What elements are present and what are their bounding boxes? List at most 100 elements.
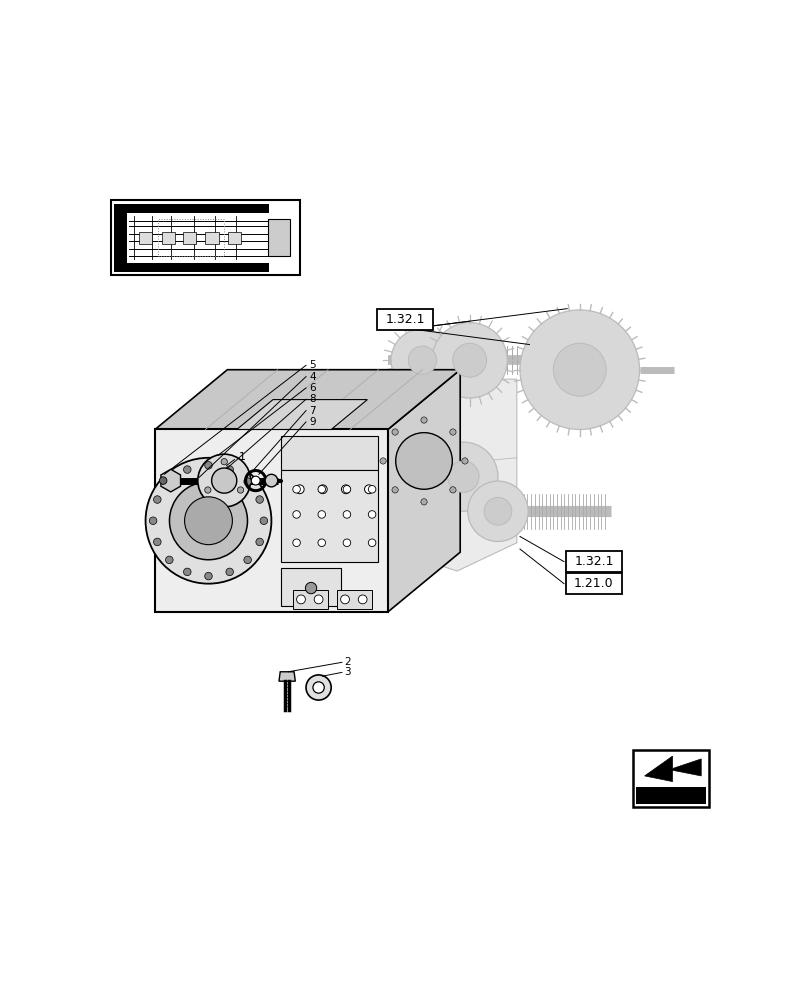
Circle shape	[452, 343, 486, 377]
Bar	[228, 232, 241, 244]
Circle shape	[198, 454, 251, 507]
Circle shape	[318, 485, 327, 494]
Circle shape	[364, 485, 373, 494]
Bar	[293, 590, 328, 609]
Polygon shape	[388, 370, 460, 612]
Circle shape	[159, 477, 167, 484]
Circle shape	[295, 485, 304, 494]
Circle shape	[358, 595, 367, 604]
Text: 1.32.1: 1.32.1	[385, 313, 424, 326]
Circle shape	[184, 497, 232, 545]
FancyBboxPatch shape	[376, 309, 432, 330]
Circle shape	[314, 595, 323, 604]
Circle shape	[420, 417, 427, 423]
Circle shape	[149, 517, 157, 525]
Circle shape	[467, 481, 527, 541]
Circle shape	[318, 511, 325, 518]
Circle shape	[519, 310, 639, 429]
Text: 8: 8	[309, 394, 315, 404]
Circle shape	[251, 476, 260, 485]
Circle shape	[204, 462, 212, 469]
Circle shape	[183, 466, 191, 473]
Circle shape	[341, 595, 349, 604]
Circle shape	[343, 511, 350, 518]
Circle shape	[165, 556, 173, 564]
Text: 1: 1	[238, 452, 246, 462]
Circle shape	[420, 499, 427, 505]
Circle shape	[237, 487, 243, 493]
Circle shape	[449, 487, 456, 493]
Circle shape	[243, 556, 251, 564]
Circle shape	[408, 346, 436, 374]
Circle shape	[153, 538, 161, 546]
Circle shape	[306, 675, 331, 700]
Bar	[281, 568, 341, 606]
Bar	[281, 470, 378, 562]
Polygon shape	[155, 370, 460, 429]
Text: 5: 5	[309, 360, 315, 370]
Circle shape	[183, 568, 191, 576]
Circle shape	[395, 433, 452, 489]
Circle shape	[169, 482, 247, 560]
Polygon shape	[279, 672, 295, 681]
Bar	[161, 232, 175, 244]
Circle shape	[204, 572, 212, 580]
Circle shape	[341, 485, 350, 494]
Circle shape	[305, 582, 316, 594]
Circle shape	[431, 323, 507, 398]
Circle shape	[145, 458, 271, 584]
Bar	[182, 232, 195, 244]
Circle shape	[368, 511, 375, 518]
Circle shape	[293, 511, 300, 518]
Bar	[158, 219, 224, 256]
Circle shape	[265, 474, 277, 487]
Circle shape	[428, 442, 497, 511]
Circle shape	[368, 539, 375, 547]
Circle shape	[392, 487, 397, 493]
Bar	[111, 200, 299, 275]
Circle shape	[318, 539, 325, 547]
Circle shape	[260, 517, 268, 525]
Text: 2: 2	[343, 657, 350, 667]
Polygon shape	[237, 400, 367, 429]
FancyBboxPatch shape	[565, 573, 621, 594]
Circle shape	[243, 478, 251, 485]
Polygon shape	[644, 756, 701, 782]
Circle shape	[449, 429, 456, 435]
Text: 1.21.0: 1.21.0	[573, 577, 613, 590]
Circle shape	[293, 485, 300, 493]
Circle shape	[225, 568, 233, 576]
Circle shape	[153, 496, 161, 503]
Circle shape	[165, 478, 173, 485]
Bar	[114, 263, 268, 272]
Text: 4: 4	[309, 372, 315, 382]
Text: 9: 9	[309, 417, 315, 427]
Bar	[636, 787, 705, 804]
Text: 7: 7	[309, 406, 315, 416]
Circle shape	[221, 459, 227, 465]
Bar	[139, 232, 152, 244]
Circle shape	[293, 539, 300, 547]
Circle shape	[212, 468, 237, 493]
Polygon shape	[161, 469, 180, 492]
Circle shape	[392, 429, 397, 435]
Circle shape	[204, 487, 211, 493]
FancyBboxPatch shape	[565, 551, 621, 572]
Circle shape	[461, 458, 467, 464]
Circle shape	[380, 458, 386, 464]
Circle shape	[225, 466, 233, 473]
Text: 3: 3	[343, 667, 350, 677]
Circle shape	[343, 485, 350, 493]
Bar	[114, 211, 127, 264]
Circle shape	[318, 485, 325, 493]
Circle shape	[483, 497, 511, 525]
Circle shape	[368, 485, 375, 493]
Circle shape	[312, 682, 324, 693]
Circle shape	[552, 343, 606, 396]
Bar	[205, 232, 218, 244]
Text: 1.32.1: 1.32.1	[573, 555, 613, 568]
Circle shape	[447, 461, 478, 492]
Bar	[281, 436, 378, 470]
Circle shape	[255, 496, 263, 503]
Circle shape	[255, 538, 263, 546]
